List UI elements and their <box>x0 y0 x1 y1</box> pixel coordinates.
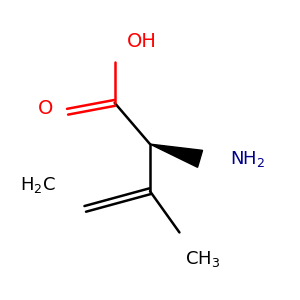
Text: O: O <box>38 99 53 118</box>
Text: OH: OH <box>126 32 156 51</box>
Text: NH$_2$: NH$_2$ <box>230 149 265 169</box>
Text: H$_2$C: H$_2$C <box>20 175 56 195</box>
Polygon shape <box>150 144 202 167</box>
Text: CH$_3$: CH$_3$ <box>185 249 220 269</box>
